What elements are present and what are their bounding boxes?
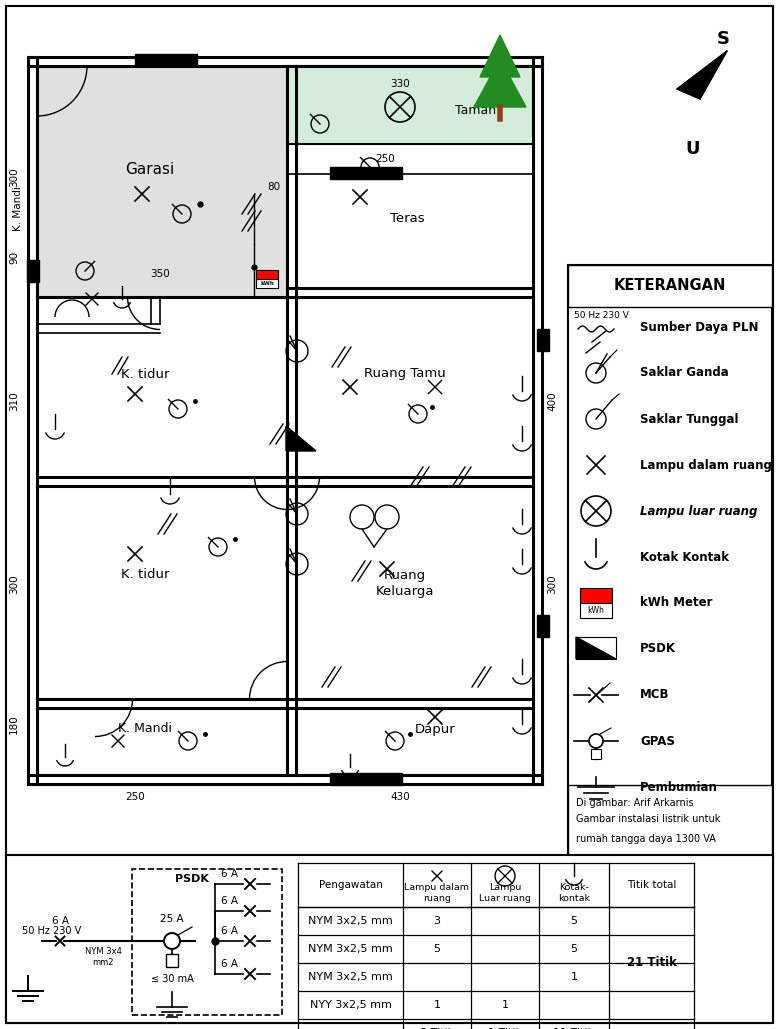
Text: Di gambar: Arif Arkarnis: Di gambar: Arif Arkarnis (576, 799, 693, 808)
Text: Teras: Teras (390, 213, 425, 225)
Text: 1: 1 (570, 972, 577, 982)
Text: Pembumian: Pembumian (640, 781, 718, 793)
Bar (330, 773, 402, 785)
Text: Pengawatan: Pengawatan (319, 880, 382, 890)
Text: 5: 5 (570, 944, 577, 954)
Text: 80: 80 (267, 182, 280, 192)
Text: Garasi: Garasi (125, 162, 174, 177)
Text: 6 A: 6 A (221, 959, 238, 969)
Text: 400: 400 (547, 391, 557, 411)
Bar (580, 603, 612, 618)
Polygon shape (480, 35, 520, 77)
Text: Lampu dalam
ruang: Lampu dalam ruang (404, 883, 470, 902)
Text: 90: 90 (9, 250, 19, 263)
Bar (537, 615, 549, 637)
Text: rumah tangga daya 1300 VA: rumah tangga daya 1300 VA (576, 833, 716, 844)
Bar (537, 329, 549, 351)
Text: 6 A: 6 A (221, 870, 238, 879)
Bar (330, 167, 402, 179)
Text: PSDK: PSDK (640, 642, 676, 655)
Text: Lampu
Luar ruang: Lampu Luar ruang (479, 883, 531, 902)
Text: 330: 330 (390, 79, 410, 88)
Text: PSDK: PSDK (175, 874, 209, 884)
Text: 50 Hz 230 V: 50 Hz 230 V (22, 926, 81, 936)
Text: 6 A: 6 A (51, 916, 69, 926)
Text: 5: 5 (433, 944, 440, 954)
Bar (580, 588, 612, 603)
Text: U: U (686, 140, 700, 158)
Polygon shape (474, 59, 526, 107)
Bar (591, 749, 601, 759)
Text: K. tidur: K. tidur (121, 568, 169, 580)
Bar (37, 66, 287, 297)
Text: Saklar Ganda: Saklar Ganda (640, 366, 728, 380)
Text: KETERANGAN: KETERANGAN (614, 279, 726, 293)
Text: Saklar Tunggal: Saklar Tunggal (640, 413, 738, 426)
Text: Sumber Daya PLN: Sumber Daya PLN (640, 320, 759, 333)
Text: 1: 1 (502, 1000, 509, 1010)
Text: MCB: MCB (640, 688, 669, 702)
Text: 300: 300 (547, 574, 557, 594)
Text: 21 Titik: 21 Titik (626, 957, 676, 969)
Bar (287, 66, 533, 144)
Text: 300: 300 (9, 574, 19, 594)
Text: K. Mandi: K. Mandi (118, 722, 172, 736)
Text: 250: 250 (125, 792, 145, 802)
Polygon shape (677, 51, 727, 99)
Text: Kotak Kontak: Kotak Kontak (640, 551, 729, 564)
Text: kWh: kWh (587, 606, 605, 615)
Text: Lampu dalam ruang: Lampu dalam ruang (640, 459, 772, 471)
Bar (6, 855, 773, 1023)
Text: 310: 310 (9, 391, 19, 411)
Text: 350: 350 (150, 269, 170, 279)
Text: 6 A: 6 A (221, 896, 238, 906)
Text: Ruang Tamu: Ruang Tamu (364, 367, 446, 381)
Bar (568, 265, 772, 857)
Text: Dapur: Dapur (414, 722, 456, 736)
Text: 1: 1 (433, 1000, 440, 1010)
Text: NYM 3x2,5 mm: NYM 3x2,5 mm (308, 972, 393, 982)
Text: Taman: Taman (455, 105, 496, 117)
Bar (256, 279, 278, 288)
Text: K. tidur: K. tidur (121, 367, 169, 381)
Bar (576, 637, 616, 659)
Text: NYM 3x4
mm2: NYM 3x4 mm2 (85, 948, 122, 966)
Text: 300: 300 (9, 167, 19, 187)
Polygon shape (286, 426, 316, 451)
Text: 50 Hz 230 V: 50 Hz 230 V (574, 311, 629, 319)
Bar (568, 785, 772, 857)
Text: Titik total: Titik total (627, 880, 676, 890)
Text: 6 A: 6 A (221, 926, 238, 936)
Bar (27, 260, 39, 282)
Text: 25 A: 25 A (160, 914, 184, 924)
Bar (166, 954, 178, 967)
Polygon shape (576, 637, 616, 659)
Text: Lampu luar ruang: Lampu luar ruang (640, 504, 757, 518)
Text: kWh: kWh (260, 281, 274, 286)
Text: NYM 3x2,5 mm: NYM 3x2,5 mm (308, 944, 393, 954)
Text: NYY 3x2,5 mm: NYY 3x2,5 mm (309, 1000, 391, 1010)
Text: Kotak-
kontak: Kotak- kontak (558, 883, 590, 902)
Bar (256, 270, 278, 279)
Text: ≤ 30 mA: ≤ 30 mA (150, 974, 193, 984)
Text: NYM 3x2,5 mm: NYM 3x2,5 mm (308, 916, 393, 926)
Text: 430: 430 (390, 792, 410, 802)
Text: 3: 3 (433, 916, 440, 926)
Text: kWh Meter: kWh Meter (640, 597, 713, 609)
Text: Ruang
Keluarga: Ruang Keluarga (375, 569, 434, 599)
Text: 5: 5 (570, 916, 577, 926)
Bar (135, 54, 197, 66)
Text: 250: 250 (375, 154, 395, 164)
Bar (132, 870, 282, 1015)
Text: K. Mandi: K. Mandi (13, 186, 23, 232)
Bar (568, 265, 772, 307)
Text: 180: 180 (9, 714, 19, 734)
Text: GPAS: GPAS (640, 735, 675, 747)
Text: Gambar instalasi listrik untuk: Gambar instalasi listrik untuk (576, 814, 721, 824)
Text: S: S (717, 30, 729, 48)
